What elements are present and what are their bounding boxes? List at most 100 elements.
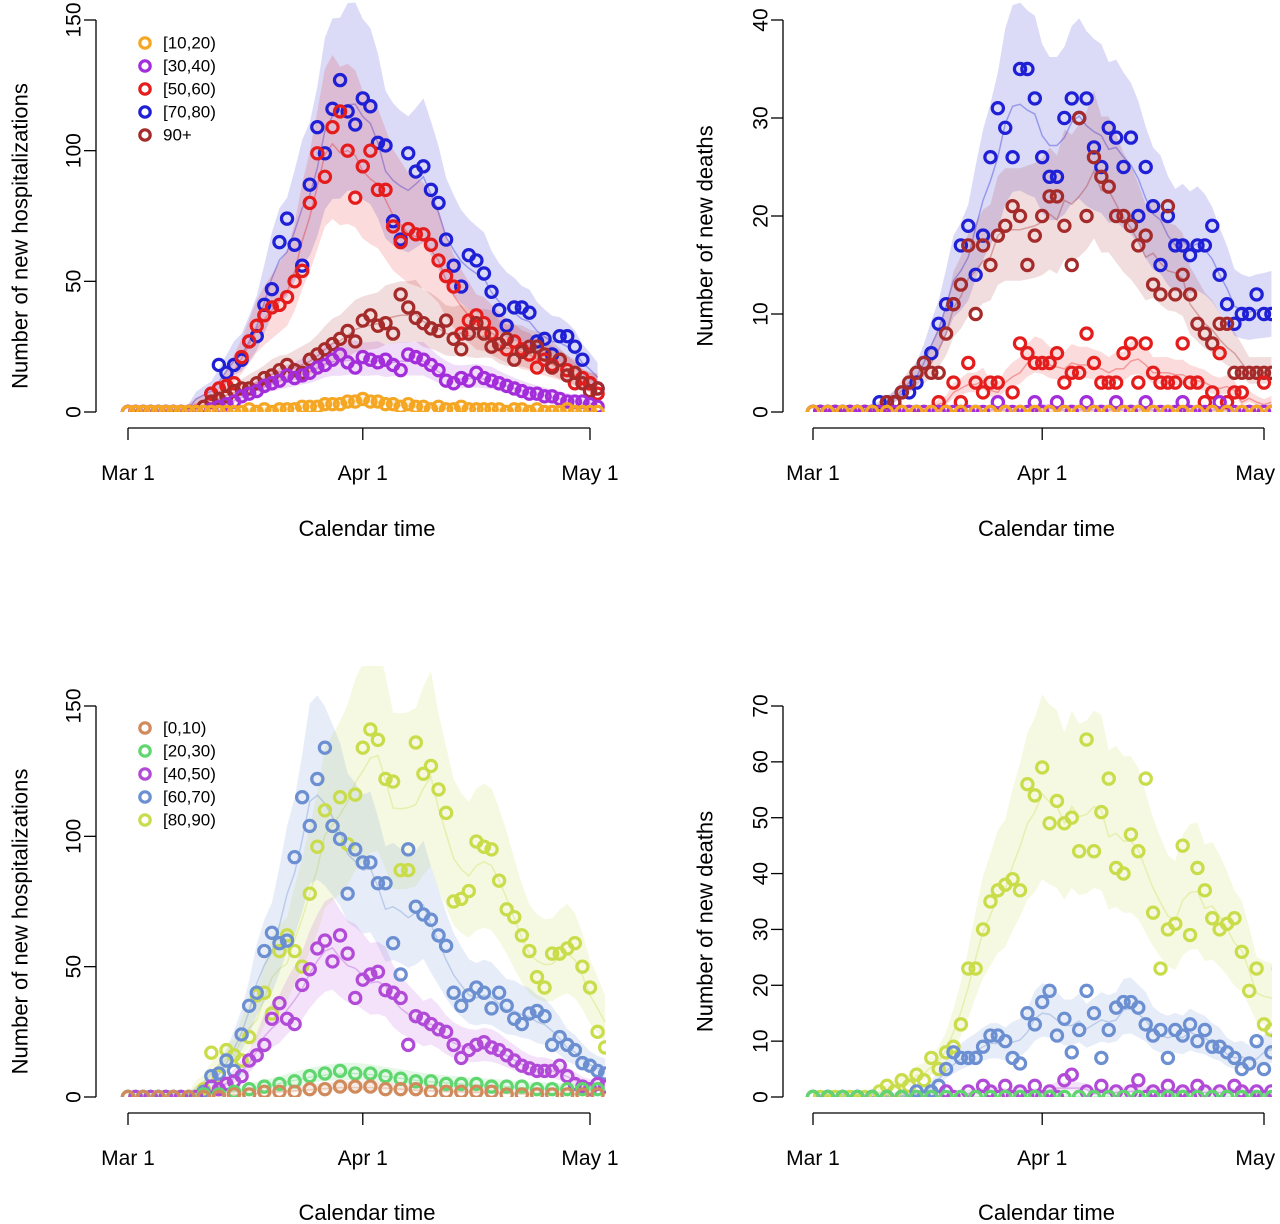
point-[10,20)-39 xyxy=(416,399,431,412)
point-[70,80)-29 xyxy=(1020,61,1035,77)
point-[70,80)-52 xyxy=(522,305,537,320)
point-90+-32 xyxy=(1042,189,1057,204)
point-[50,60)-30 xyxy=(355,159,370,174)
point-[50,60)-41 xyxy=(1108,375,1124,390)
point-[40,50)-54 xyxy=(1271,1094,1272,1097)
band-[60,70) xyxy=(813,977,1272,1097)
point-[60,70)-43 xyxy=(446,985,461,1000)
point-[60,70)-46 xyxy=(1197,1022,1213,1038)
point-[20,30)-27 xyxy=(529,1081,545,1097)
point-[70,80)-47 xyxy=(484,284,499,299)
point-[50,60)-27 xyxy=(1005,385,1020,400)
point-[40,50)-23 xyxy=(294,977,310,993)
point-[30,40)-15 xyxy=(916,404,932,412)
point-[60,70)-52 xyxy=(1242,1056,1257,1071)
legend-marker xyxy=(138,82,152,96)
point-[80,90)-54 xyxy=(529,969,545,985)
point-[80,90)-51 xyxy=(507,909,522,925)
x-tick-label: Apr 1 xyxy=(338,462,388,485)
uncertainty-bands xyxy=(813,2,1272,412)
point-[70,80)-39 xyxy=(423,182,439,198)
point-[70,80)-54 xyxy=(537,331,552,347)
point-[40,50)-48 xyxy=(484,1040,499,1055)
point-[80,90)-29 xyxy=(1020,777,1035,792)
y-tick-label: 50 xyxy=(750,806,773,829)
point-[50,60)-31 xyxy=(1034,355,1050,371)
point-[10,20)-49 xyxy=(491,402,507,412)
point-[40,50)-54 xyxy=(529,1063,545,1079)
point-[20,30)-19 xyxy=(408,1074,424,1089)
point-[80,90)-55 xyxy=(537,980,552,995)
point-[30,40)-21 xyxy=(279,368,295,383)
point-[30,40)-25 xyxy=(310,360,325,375)
point-[10,20)-23 xyxy=(294,399,310,412)
point-[30,40)-17 xyxy=(931,404,946,412)
point-90+-21 xyxy=(961,238,976,253)
point-[20,30)-11 xyxy=(968,1089,983,1097)
point-[80,90)-16 xyxy=(924,1050,939,1066)
point-[50,60)-15 xyxy=(241,334,257,349)
point-[70,80)-55 xyxy=(1212,267,1227,282)
point-[70,80)-40 xyxy=(1101,120,1116,136)
point-[10,20)-60 xyxy=(575,404,590,412)
point-[20,30)-26 xyxy=(514,1079,530,1094)
point-[40,50)-20 xyxy=(1020,1089,1035,1097)
point-[70,80)-16 xyxy=(924,346,939,361)
point-[60,70)-56 xyxy=(1271,1033,1272,1038)
point-[10,20)-57 xyxy=(552,404,567,412)
point-[50,60)-38 xyxy=(1086,355,1102,371)
point-90+-47 xyxy=(476,326,492,341)
point-[40,50)-30 xyxy=(348,990,363,1006)
x-tick-label: May 1 xyxy=(1235,462,1280,485)
point-[30,40)-37 xyxy=(1079,395,1094,410)
point-[20,30)-22 xyxy=(454,1076,469,1092)
point-[50,60)-34 xyxy=(1057,375,1072,390)
point-90+-47 xyxy=(1153,287,1168,302)
point-[80,90)-42 xyxy=(1116,866,1131,881)
point-90+-60 xyxy=(1249,365,1264,380)
point-[10,20)-0 xyxy=(120,404,136,412)
point-[10,20)-24 xyxy=(1160,404,1176,412)
point-[10,20)-21 xyxy=(1116,404,1131,412)
point-[30,40)-50 xyxy=(499,378,514,394)
point-[60,70)-21 xyxy=(1012,1056,1028,1071)
point-[40,50)-52 xyxy=(1256,1089,1272,1097)
point-90+-24 xyxy=(983,257,998,273)
point-[70,80)-32 xyxy=(1042,169,1057,184)
point-[10,20)-56 xyxy=(544,404,560,412)
point-[50,60)-14 xyxy=(234,349,249,365)
point-[20,30)-8 xyxy=(924,1089,939,1097)
point-[40,50)-35 xyxy=(1131,1073,1146,1088)
point-[40,50)-11 xyxy=(204,1079,219,1094)
point-[30,40)-31 xyxy=(355,349,370,365)
point-[60,70)-8 xyxy=(916,1089,932,1097)
point-[50,60)-33 xyxy=(1049,346,1065,361)
point-[10,20)-32 xyxy=(363,394,378,409)
point-[60,70)-57 xyxy=(552,1029,567,1045)
point-[70,80)-43 xyxy=(1123,130,1139,145)
chart-panel-bottom-left: 0 50 100 150 Mar 1 Apr 1 May 1 Calendar time Num… xyxy=(8,666,619,1224)
point-[30,40)-3 xyxy=(827,404,843,412)
point-90+-44 xyxy=(1131,238,1146,253)
point-[60,70)-26 xyxy=(1049,1028,1065,1043)
point-[0,10)-2 xyxy=(151,1089,166,1097)
point-[80,90)-24 xyxy=(302,886,317,901)
y-tick-label: 100 xyxy=(63,133,86,168)
point-90+-42 xyxy=(438,313,454,328)
point-[80,90)-28 xyxy=(1012,883,1028,898)
point-[10,20)-18 xyxy=(1071,404,1087,412)
point-[60,70)-38 xyxy=(408,899,424,914)
point-[40,50)-25 xyxy=(310,941,325,956)
point-[80,90)-28 xyxy=(332,790,348,805)
point-[80,90)-24 xyxy=(983,894,998,909)
point-90+-14 xyxy=(909,365,924,380)
point-[60,70)-40 xyxy=(1153,1022,1168,1038)
point-90+-26 xyxy=(998,218,1013,233)
point-[60,70)-19 xyxy=(264,925,280,940)
point-[10,20)-20 xyxy=(1101,404,1116,412)
x-tick-label: Apr 1 xyxy=(1017,1147,1067,1170)
y-tick-label: 100 xyxy=(63,819,86,854)
point-[30,40)-31 xyxy=(1034,404,1050,412)
point-90+-33 xyxy=(1049,189,1065,204)
